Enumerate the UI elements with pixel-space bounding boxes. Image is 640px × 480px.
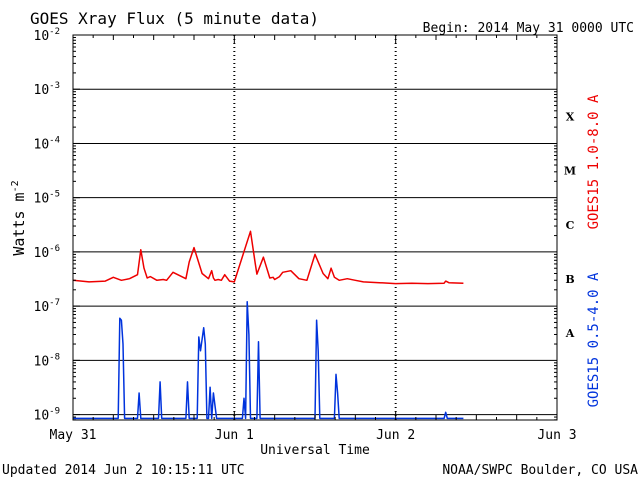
y-tick-label: 10-7 [34, 298, 61, 315]
y-tick-exp: -9 [49, 407, 60, 417]
flare-class-c: C [566, 219, 575, 232]
flare-class-x: X [566, 110, 575, 123]
y-tick-base: 10 [34, 246, 50, 261]
y-tick-base: 10 [34, 137, 50, 152]
y-axis-label-exp: -2 [10, 180, 21, 192]
series-line-1 [73, 301, 464, 420]
y-tick-base: 10 [34, 409, 50, 424]
x-tick-label: Jun 1 [215, 428, 254, 443]
flare-class-a: A [565, 327, 575, 340]
y-tick-base: 10 [34, 300, 50, 315]
y-tick-exp: -6 [49, 244, 60, 254]
series-line-0 [72, 230, 464, 285]
x-axis-ticks: May 31 Jun 1 Jun 2 Jun 3 [50, 35, 577, 443]
y-tick-base: 10 [34, 192, 50, 207]
x-tick-label: Jun 3 [537, 428, 576, 443]
legend-series-long: GOES15 1.0-8.0 A [586, 94, 602, 229]
legend-series-short: GOES15 0.5-4.0 A [586, 272, 602, 407]
x-tick-label: May 31 [50, 428, 97, 443]
y-tick-label: 10-8 [34, 352, 61, 369]
y-tick-exp: -4 [49, 135, 60, 145]
chart-title: GOES Xray Flux (5 minute data) [30, 9, 319, 28]
y-tick-label: 10-6 [34, 244, 61, 261]
footer-updated: Updated 2014 Jun 2 10:15:11 UTC [2, 463, 245, 478]
x-axis-label: Universal Time [260, 443, 370, 458]
y-tick-exp: -3 [49, 81, 60, 91]
begin-date: Begin: 2014 May 31 0000 UTC [423, 21, 634, 36]
y-tick-base: 10 [34, 29, 50, 44]
y-tick-label: 10-4 [34, 135, 61, 152]
x-tick-label: Jun 2 [376, 428, 415, 443]
y-tick-label: 10-9 [34, 407, 61, 424]
flare-class-labels: X M C B A [564, 110, 576, 340]
flare-class-m: M [564, 165, 576, 178]
plot-frame [72, 34, 558, 421]
y-tick-base: 10 [34, 83, 50, 98]
y-tick-exp: -5 [49, 190, 60, 200]
footer-credit: NOAA/SWPC Boulder, CO USA [442, 463, 638, 478]
y-tick-base: 10 [34, 354, 50, 369]
y-tick-exp: -7 [49, 298, 60, 308]
y-tick-label: 10-2 [34, 27, 61, 44]
grid-lines [73, 35, 557, 420]
y-axis-label: Watts m-2 [10, 180, 28, 255]
y-tick-label: 10-5 [34, 190, 61, 207]
flare-class-b: B [565, 273, 574, 286]
y-tick-label: 10-3 [34, 81, 61, 98]
y-tick-exp: -8 [49, 352, 60, 362]
y-tick-exp: -2 [49, 27, 60, 37]
series-layer [72, 230, 464, 420]
y-axis-ticks: 10-210-310-410-510-610-710-810-9 [34, 27, 557, 424]
